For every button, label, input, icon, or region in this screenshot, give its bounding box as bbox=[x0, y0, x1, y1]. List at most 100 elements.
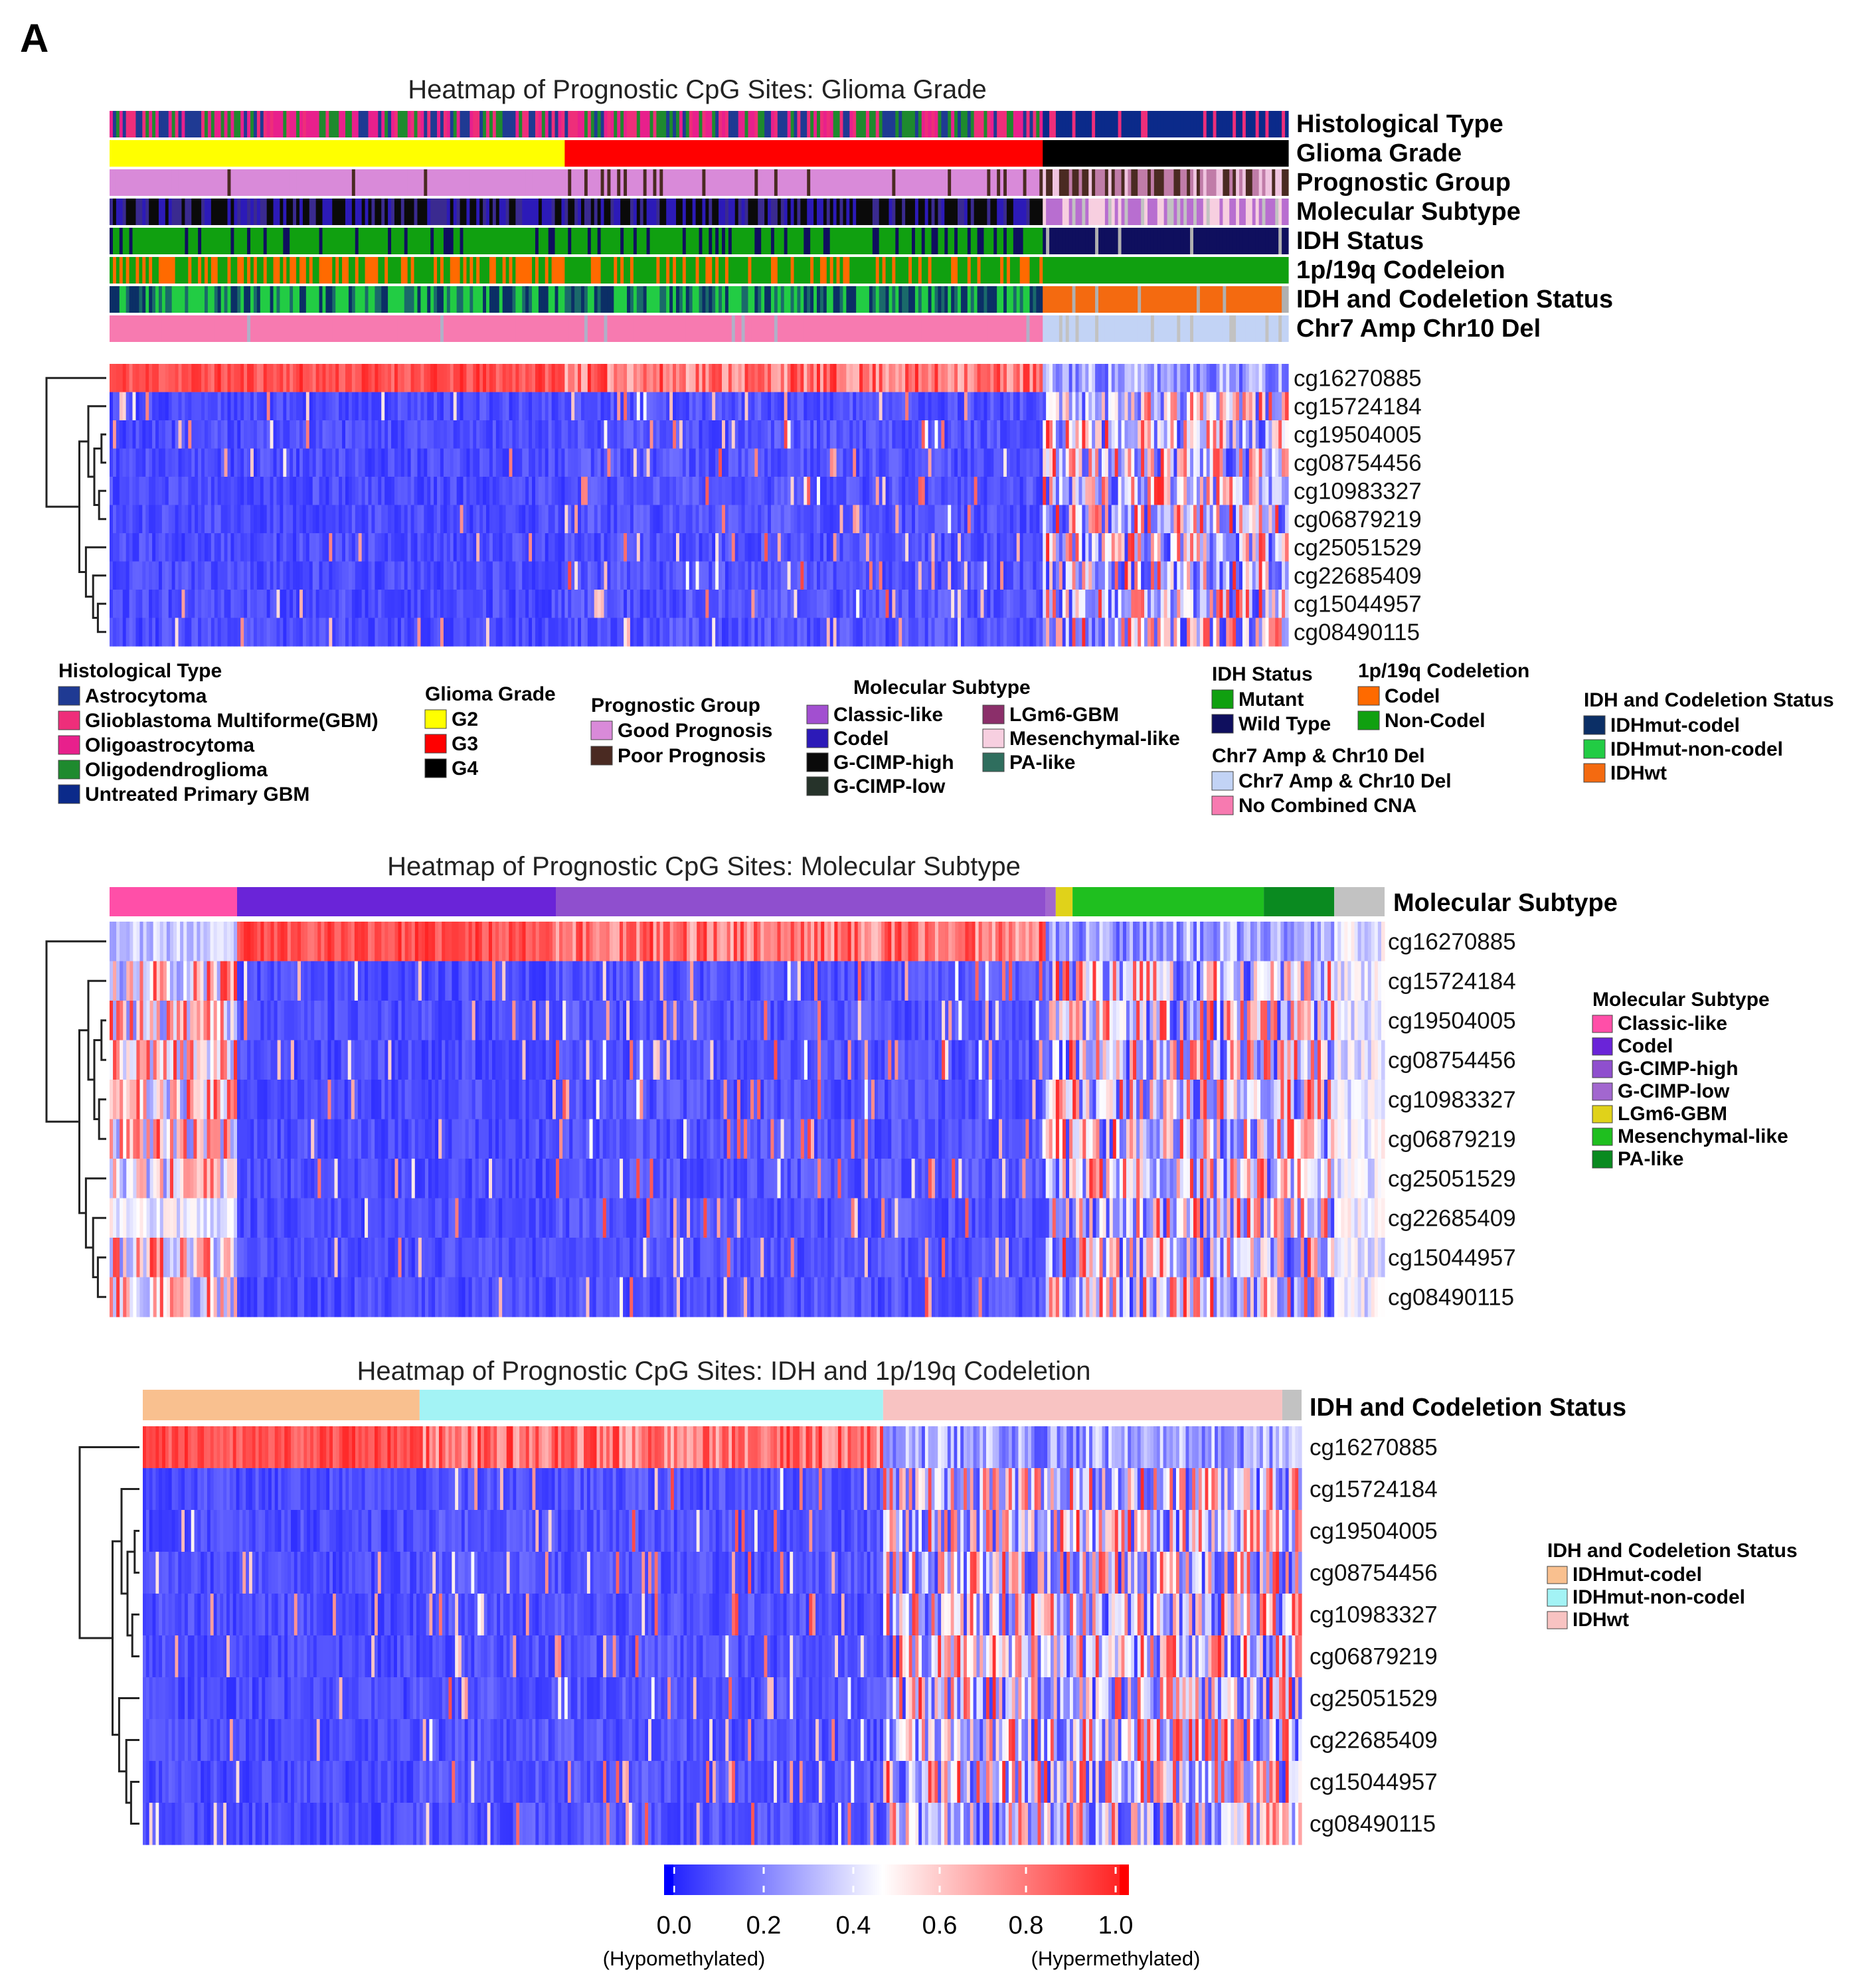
heatmap-cell bbox=[332, 477, 336, 506]
heatmap-cell bbox=[692, 420, 697, 450]
heatmap-cell bbox=[829, 448, 834, 477]
annotation-cell bbox=[427, 169, 431, 196]
annotation-cell bbox=[1072, 286, 1076, 313]
annotation-cell bbox=[119, 169, 124, 196]
heatmap-cell bbox=[964, 448, 968, 477]
annotation-cell bbox=[754, 199, 758, 225]
annotation-cell bbox=[407, 111, 412, 137]
heatmap-cell bbox=[817, 505, 821, 534]
heatmap-cell bbox=[149, 505, 153, 534]
annotation-cell bbox=[885, 257, 890, 284]
heatmap-cell bbox=[1248, 448, 1253, 477]
heatmap-cell bbox=[253, 448, 258, 477]
heatmap-cell bbox=[744, 477, 749, 506]
annotation-cell bbox=[807, 199, 811, 225]
heatmap-cell bbox=[450, 448, 454, 477]
annotation-cell bbox=[1255, 286, 1260, 313]
annotation-cell bbox=[1170, 169, 1175, 196]
heatmap-cell bbox=[1013, 364, 1017, 393]
heatmap-cell bbox=[135, 477, 139, 506]
heatmap-cell bbox=[787, 448, 792, 477]
annotation-cell bbox=[397, 111, 402, 137]
heatmap-cell bbox=[110, 364, 114, 393]
heatmap-cell bbox=[1255, 477, 1260, 506]
heatmap-cell bbox=[1138, 420, 1142, 450]
annotation-cell bbox=[502, 228, 507, 254]
heatmap-cell bbox=[132, 448, 137, 477]
heatmap-cell bbox=[309, 448, 313, 477]
annotation-cell bbox=[911, 315, 916, 342]
annotation-cell bbox=[882, 228, 887, 254]
annotation-cell bbox=[1085, 315, 1089, 342]
heatmap-cell bbox=[724, 477, 729, 506]
heatmap-cell bbox=[1199, 364, 1204, 393]
heatmap-cell bbox=[653, 364, 657, 393]
heatmap-cell bbox=[1053, 477, 1057, 506]
annotation-cell bbox=[610, 111, 614, 137]
annotation-cell bbox=[1111, 286, 1116, 313]
annotation-cell bbox=[290, 286, 294, 313]
heatmap-cell bbox=[673, 477, 677, 506]
annotation-cell bbox=[1088, 228, 1092, 254]
annotation-cell bbox=[571, 140, 575, 167]
annotation-cell bbox=[1187, 199, 1191, 225]
annotation-cell bbox=[787, 257, 792, 284]
heatmap-cell bbox=[568, 420, 572, 450]
annotation-cell bbox=[489, 286, 493, 313]
annotation-cell bbox=[1278, 169, 1282, 196]
annotation-cell bbox=[882, 199, 887, 225]
heatmap-cell bbox=[479, 477, 483, 506]
annotation-cell bbox=[604, 199, 608, 225]
heatmap-cell bbox=[158, 364, 163, 393]
heatmap-cell bbox=[1248, 420, 1253, 450]
annotation-cell bbox=[1092, 286, 1096, 313]
heatmap-cell bbox=[574, 477, 578, 506]
annotation-cell bbox=[768, 169, 772, 196]
annotation-cell bbox=[715, 199, 719, 225]
annotation-cell bbox=[958, 140, 962, 167]
heatmap-cell bbox=[394, 448, 398, 477]
annotation-cell bbox=[800, 228, 804, 254]
annotation-cell bbox=[122, 315, 127, 342]
annotation-cell bbox=[843, 199, 847, 225]
heatmap-cell bbox=[1209, 477, 1214, 506]
annotation-cell bbox=[889, 199, 893, 225]
heatmap-cell bbox=[1252, 364, 1256, 393]
annotation-cell bbox=[607, 111, 611, 137]
heatmap-cell bbox=[748, 364, 752, 393]
annotation-cell bbox=[525, 140, 529, 167]
heatmap-cell bbox=[578, 420, 582, 450]
heatmap-cell bbox=[309, 364, 313, 393]
heatmap-cell bbox=[1138, 364, 1142, 393]
annotation-cell bbox=[293, 257, 297, 284]
annotation-cell bbox=[597, 257, 602, 284]
heatmap-cell bbox=[332, 420, 336, 450]
heatmap-cell bbox=[1278, 420, 1282, 450]
annotation-cell bbox=[574, 257, 578, 284]
annotation-cell bbox=[155, 169, 159, 196]
annotation-cell bbox=[1153, 286, 1158, 313]
heatmap-cell bbox=[869, 420, 873, 450]
annotation-cell bbox=[204, 286, 209, 313]
annotation-cell bbox=[244, 286, 248, 313]
annotation-cell bbox=[960, 169, 965, 196]
heatmap-cell bbox=[240, 477, 244, 506]
annotation-cell bbox=[240, 315, 244, 342]
annotation-cell bbox=[630, 286, 634, 313]
annotation-cell bbox=[911, 199, 916, 225]
heatmap-cell bbox=[290, 392, 294, 421]
heatmap-cell bbox=[983, 392, 987, 421]
heatmap-cell bbox=[1183, 420, 1187, 450]
annotation-cell bbox=[345, 169, 349, 196]
heatmap-cell bbox=[165, 364, 169, 393]
heatmap-cell bbox=[1183, 477, 1187, 506]
annotation-cell bbox=[889, 286, 893, 313]
heatmap-cell bbox=[578, 392, 582, 421]
annotation-cell bbox=[620, 111, 624, 137]
heatmap-cell bbox=[656, 420, 660, 450]
annotation-cell bbox=[1095, 199, 1099, 225]
annotation-cell bbox=[604, 286, 608, 313]
heatmap-cell bbox=[1108, 477, 1112, 506]
annotation-cell bbox=[1252, 169, 1256, 196]
annotation-cell bbox=[934, 315, 939, 342]
